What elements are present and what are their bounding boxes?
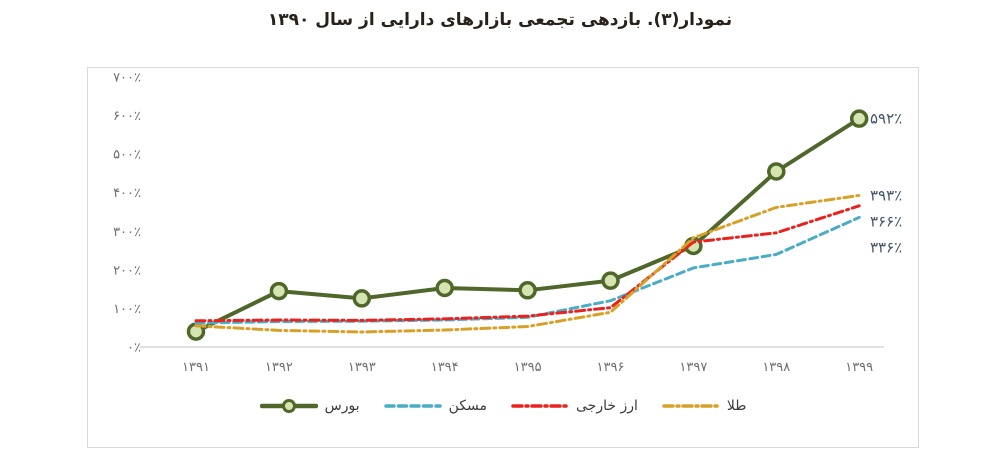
x-tick-label: ۱۳۹۶ (597, 360, 625, 375)
end-label-gold: ۳۹۳٪ (870, 186, 902, 204)
y-tick-label: ۳۰۰٪ (113, 225, 141, 240)
x-tick-label: ۱۳۹۸ (762, 360, 790, 375)
y-tick-label: ۶۰۰٪ (113, 109, 141, 124)
x-tick-label: ۱۳۹۲ (265, 360, 293, 375)
end-label-foreign-currency: ۳۶۶٪ (870, 212, 902, 230)
legend-label-housing: مسکن (448, 398, 487, 414)
y-tick-label: ۵۰۰٪ (113, 148, 141, 163)
legend-item-foreign-currency: ارز خارجی (511, 398, 638, 414)
y-tick-label: ۴۰۰٪ (113, 186, 141, 201)
y-tick-label: ۷۰۰٪ (113, 71, 141, 86)
legend: بورس مسکن ارز خارجی طلا (88, 398, 918, 414)
series-line-foreign-currency (194, 204, 861, 323)
series-line-stock-exchange (194, 116, 862, 334)
series-marker-stock-exchange (435, 278, 454, 298)
legend-line-sample-gold (662, 404, 720, 408)
x-tick-label: ۱۳۹۵ (514, 360, 542, 375)
y-tick-label: ۰٪ (127, 341, 141, 356)
legend-item-stock-exchange: بورس (259, 398, 360, 414)
legend-item-housing: مسکن (383, 398, 487, 414)
end-label-stock-exchange: ۵۹۲٪ (870, 110, 902, 128)
legend-line-sample-housing (383, 404, 442, 408)
legend-label-stock-exchange: بورس (324, 398, 360, 414)
series-marker-stock-exchange (849, 109, 869, 128)
chart-title: نمودار(۳). بازدهی تجمعی بازارهای دارایی … (267, 10, 733, 30)
legend-label-foreign-currency: ارز خارجی (576, 398, 638, 414)
legend-item-gold: طلا (662, 398, 747, 414)
legend-label-gold: طلا (726, 398, 747, 414)
y-tick-label: ۱۰۰٪ (113, 302, 141, 317)
chart-plot-area: ۷۰۰٪ ۶۰۰٪ ۵۰۰٪ ۴۰۰٪ ۳۰۰٪ ۲۰۰٪ ۱۰۰٪ ۰٪ ۱۳۹۱ ۱۳۹۲ ۱۳… (87, 67, 919, 448)
series-marker-stock-exchange (767, 162, 786, 181)
x-tick-label: ۱۳۹۱ (182, 360, 210, 375)
x-tick-label: ۱۳۹۹ (845, 360, 873, 375)
plot-svg: ۷۰۰٪ ۶۰۰٪ ۵۰۰٪ ۴۰۰٪ ۳۰۰٪ ۲۰۰٪ ۱۰۰٪ ۰٪ ۱۳۹۱ ۱۳۹۲ ۱۳… (113, 71, 902, 376)
end-label-housing: ۳۳۶٪ (870, 238, 902, 256)
legend-line-sample-stock-exchange (259, 399, 318, 413)
legend-line-sample-foreign-currency (511, 404, 569, 408)
series-marker-stock-exchange (269, 281, 289, 301)
y-tick-label: ۲۰۰٪ (113, 263, 141, 278)
series-marker-stock-exchange (518, 281, 537, 300)
series-line-gold (194, 193, 861, 334)
x-tick-label: ۱۳۹۷ (679, 360, 707, 375)
x-tick-label: ۱۳۹۳ (348, 360, 376, 375)
series-line-housing (194, 215, 861, 325)
series-marker-stock-exchange (601, 271, 620, 290)
x-tick-label: ۱۳۹۴ (431, 360, 459, 375)
series-marker-stock-exchange (352, 289, 372, 308)
